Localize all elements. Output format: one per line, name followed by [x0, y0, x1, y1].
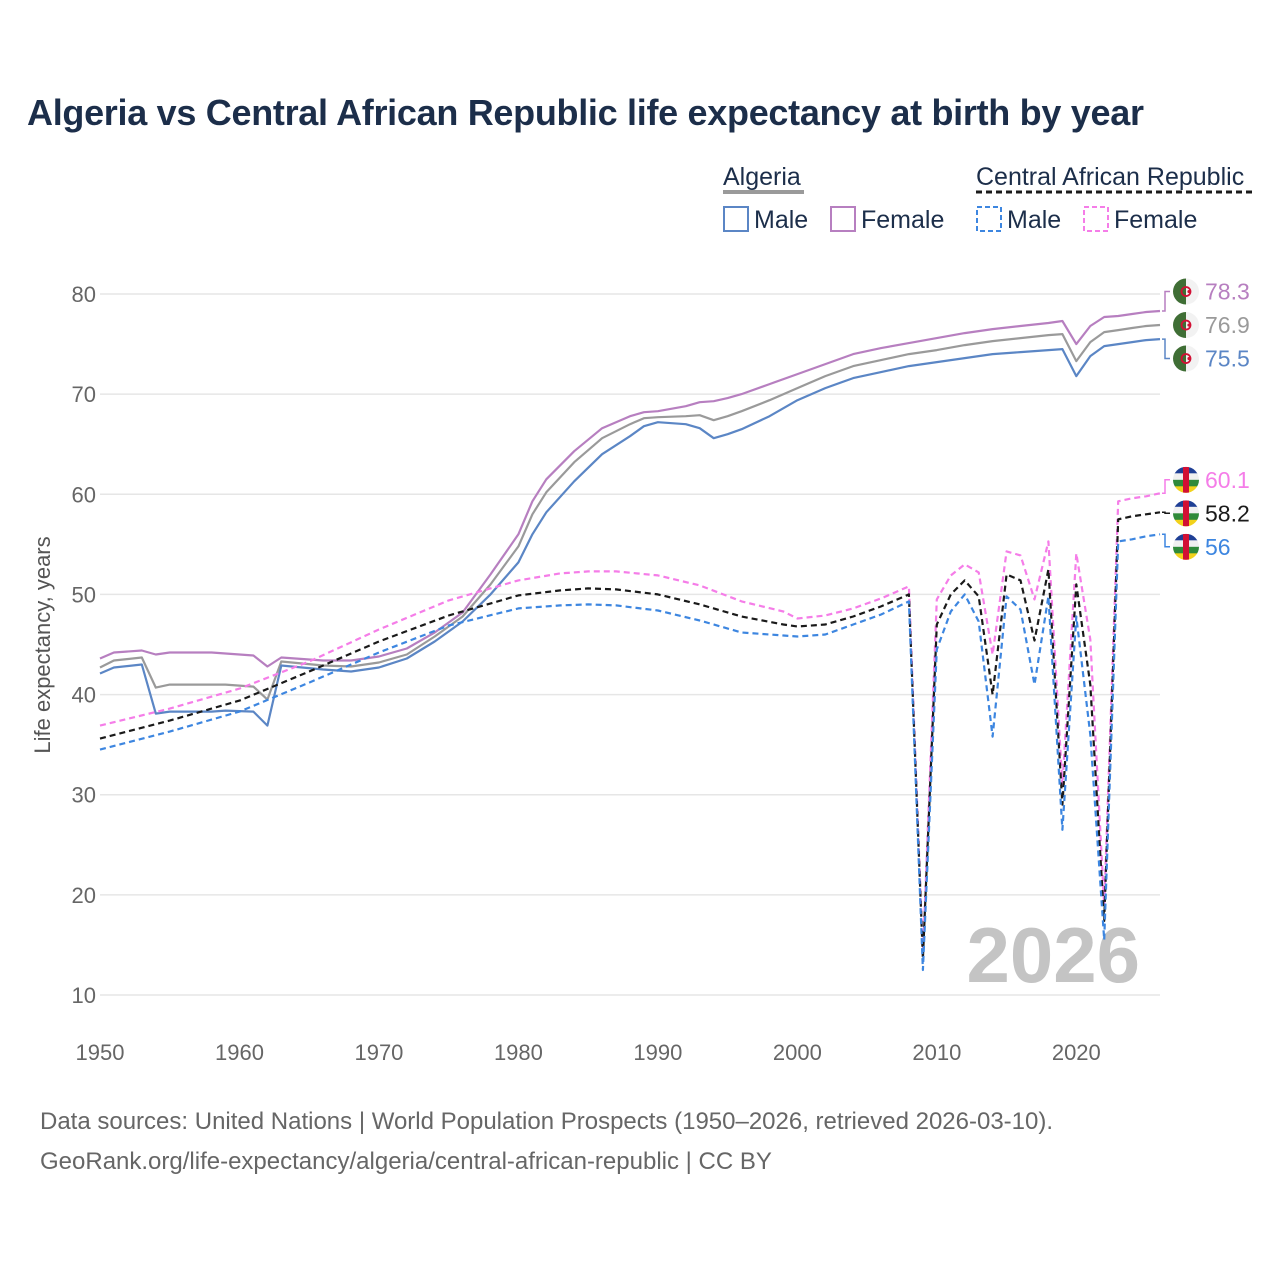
legend-algeria-male-swatch [723, 206, 749, 232]
end-label-algeria-female: 78.3 [1205, 279, 1250, 305]
x-tick-1980: 1980 [494, 1040, 543, 1065]
y-tick-50: 50 [72, 582, 96, 607]
car-flag-icon [1173, 500, 1199, 527]
legend-car-female-swatch [1083, 206, 1109, 232]
legend-algeria-male-label: Male [754, 206, 808, 234]
legend-algeria-female-label: Female [861, 206, 944, 234]
legend-group-algeria: Algeria [723, 163, 801, 191]
car-flag-icon [1173, 466, 1199, 493]
y-tick-labels: 10 20 30 40 50 60 70 80 [72, 282, 96, 1008]
connector-central-african-republic-total [1162, 511, 1170, 515]
x-tick-labels: 1950 1960 1970 1980 1990 2000 2010 2020 [76, 1040, 1101, 1065]
y-tick-30: 30 [72, 783, 96, 808]
x-tick-2000: 2000 [773, 1040, 822, 1065]
x-tick-1950: 1950 [76, 1040, 125, 1065]
connector-central-african-republic-female [1162, 479, 1170, 495]
legend-algeria-female-swatch [830, 206, 856, 232]
end-label-algeria-male: 75.5 [1205, 346, 1250, 372]
chart-title: Algeria vs Central African Republic life… [27, 92, 1144, 133]
y-tick-80: 80 [72, 282, 96, 307]
algeria-flag-icon [1173, 345, 1199, 372]
source-line-2: GeoRank.org/life-expectancy/algeria/cent… [40, 1148, 772, 1175]
legend-group-car: Central African Republic [976, 163, 1244, 191]
source-line-1: Data sources: United Nations | World Pop… [40, 1108, 1054, 1135]
y-axis-label: Life expectancy, years [30, 536, 55, 753]
series-line-central-african-republic-male [99, 533, 1161, 972]
legend-car-male-label: Male [1007, 206, 1061, 234]
end-label-central-african-republic-male: 56 [1205, 534, 1231, 560]
series-layer [99, 309, 1161, 972]
legend: Algeria Male Female Central African Repu… [723, 163, 1255, 234]
series-line-algeria-female [99, 309, 1161, 668]
y-tick-10: 10 [72, 983, 96, 1008]
legend-car-male-swatch [976, 206, 1002, 232]
y-tick-40: 40 [72, 683, 96, 708]
x-tick-1960: 1960 [215, 1040, 264, 1065]
series-line-algeria-male [99, 338, 1161, 727]
series-line-central-african-republic-female [99, 492, 1161, 956]
connector-central-african-republic-male [1162, 533, 1170, 548]
legend-car-female-label: Female [1114, 206, 1197, 234]
y-tick-60: 60 [72, 482, 96, 507]
car-flag-icon [1173, 533, 1199, 560]
grid-lines [100, 293, 1160, 996]
year-watermark: 2026 [966, 911, 1140, 999]
connector-algeria-male [1162, 338, 1170, 360]
series-line-central-african-republic-total [99, 511, 1161, 960]
x-tick-2020: 2020 [1052, 1040, 1101, 1065]
x-tick-1970: 1970 [354, 1040, 403, 1065]
end-label-central-african-republic-female: 60.1 [1205, 467, 1250, 493]
algeria-flag-icon [1173, 312, 1199, 339]
end-labels: 78.3 76.9 75.5 60.1 58.2 56 [1162, 278, 1250, 560]
algeria-flag-icon [1173, 278, 1199, 305]
connector-algeria-female [1162, 290, 1170, 312]
y-tick-70: 70 [72, 382, 96, 407]
end-label-central-african-republic-total: 58.2 [1205, 500, 1250, 526]
y-tick-20: 20 [72, 883, 96, 908]
end-label-algeria-total: 76.9 [1205, 312, 1250, 338]
x-tick-2010: 2010 [912, 1040, 961, 1065]
x-tick-1990: 1990 [633, 1040, 682, 1065]
